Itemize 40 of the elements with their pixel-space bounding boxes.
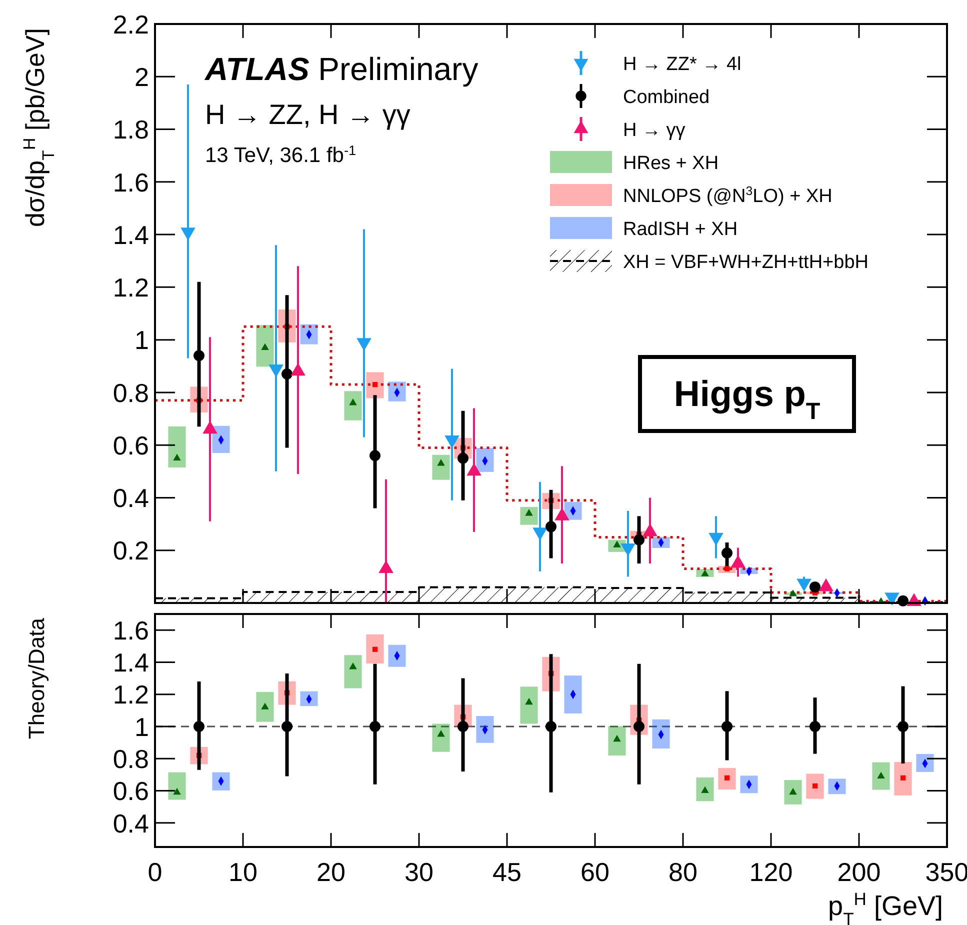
annotation: Higgs p$_{T}$ (674, 373, 821, 424)
y-tick-label: 1.2 (112, 272, 149, 303)
x-tick-label: 60 (580, 857, 610, 887)
legend-label: NNLOPS (@N$^{3}$LO) + XH (623, 184, 832, 207)
annotation: ATLAS Preliminary (204, 51, 478, 87)
y-tick-label: 2.2 (112, 9, 149, 40)
legend-label: RadISH + XH (623, 218, 738, 240)
annotation: 13 TeV, 36.1 fb$^{-1}$ (205, 142, 356, 167)
y-tick-label: 1.4 (112, 220, 149, 250)
y-tick-label: 1 (134, 712, 149, 742)
y-axis-title: Theory/Data (24, 617, 49, 740)
legend-label: HRes + XH (623, 152, 719, 174)
y-tick-label: 1.6 (112, 615, 149, 646)
legend-label: H → γγ (623, 120, 686, 141)
x-tick-label: 10 (228, 857, 258, 887)
x-tick-label: 200 (837, 857, 881, 887)
y-tick-label: 2 (134, 62, 149, 92)
x-tick-label: 30 (404, 857, 434, 887)
y-tick-label: 1.6 (112, 167, 149, 198)
y-tick-label: 0.4 (112, 483, 149, 514)
y-tick-label: 1.2 (112, 680, 149, 710)
legend-label: H → ZZ* → 4l (623, 54, 742, 75)
y-tick-label: 0.4 (112, 808, 149, 838)
y-tick-label: 1.4 (112, 648, 149, 678)
x-tick-label: 0 (148, 857, 162, 887)
x-axis-title: p$_{T}$$^{H}$ [GeV] (828, 889, 943, 925)
x-tick-label: 20 (316, 857, 346, 887)
y-tick-label: 1.8 (112, 114, 149, 145)
y-tick-label: 1 (134, 325, 149, 356)
y-tick-label: 0.2 (112, 536, 149, 566)
x-tick-label: 45 (492, 857, 522, 887)
y-tick-label: 0.8 (112, 378, 149, 408)
y-tick-label: 0.6 (112, 776, 149, 806)
y-tick-label: 0.6 (112, 430, 149, 460)
x-tick-label: 120 (749, 857, 793, 887)
x-tick-label: 80 (668, 857, 698, 887)
legend-label: XH = VBF+WH+ZH+ttH+bbH (623, 252, 868, 273)
legend-label: Combined (623, 86, 710, 108)
y-tick-label: 0.8 (112, 744, 149, 774)
annotation: H → ZZ, H → γγ (205, 99, 410, 130)
